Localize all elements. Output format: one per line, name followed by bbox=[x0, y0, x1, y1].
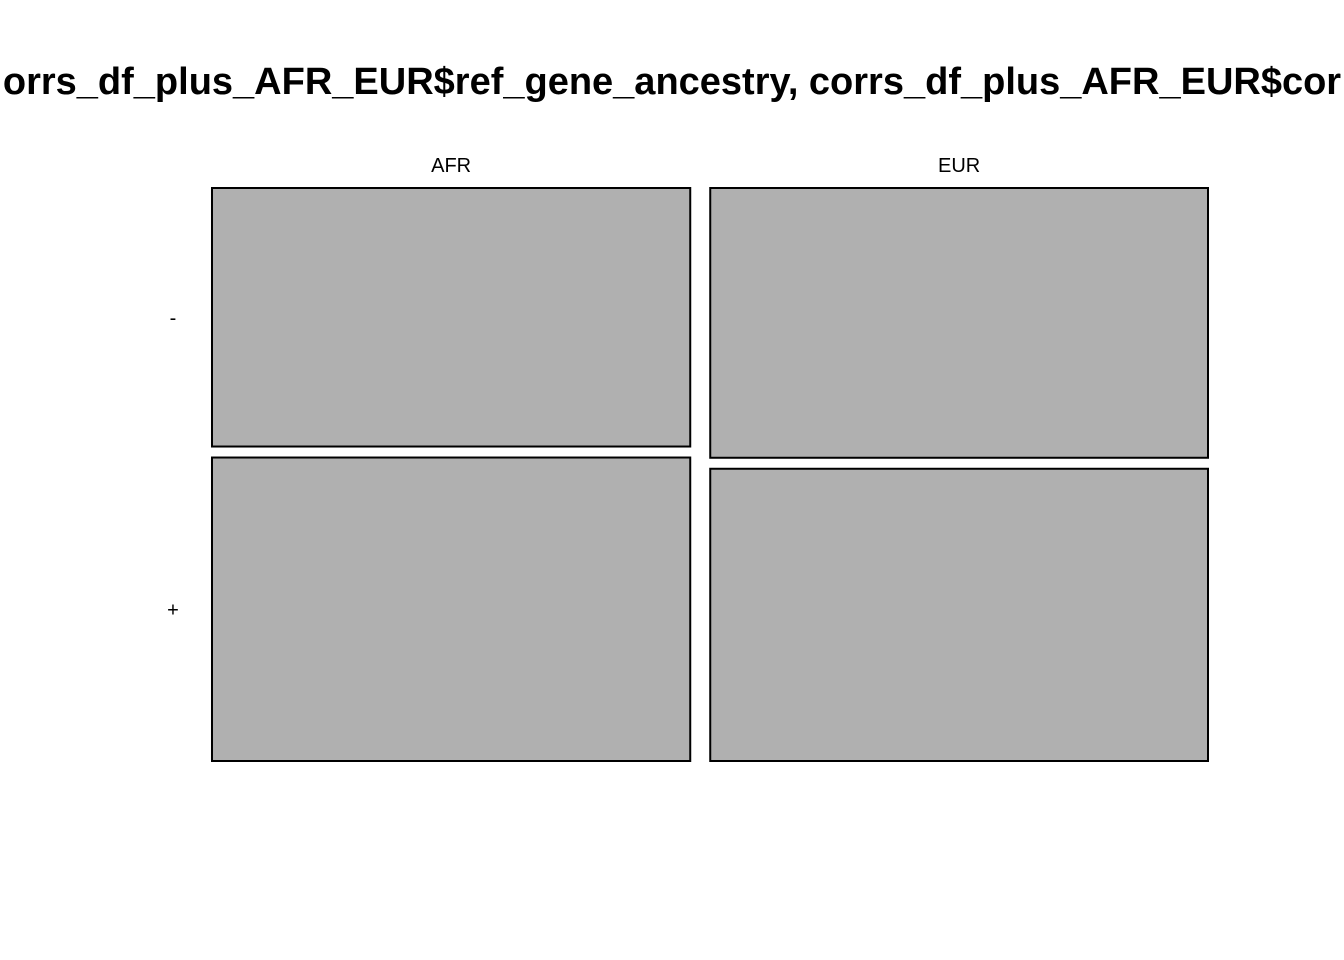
tile-afr-neg bbox=[211, 187, 692, 448]
row-labels: -+ bbox=[167, 307, 179, 621]
column-label-afr: AFR bbox=[431, 155, 471, 177]
tile-eur-pos bbox=[709, 467, 1209, 762]
chart-title: orrs_df_plus_AFR_EUR$ref_gene_ancestry, … bbox=[3, 61, 1341, 103]
column-labels: AFR EUR bbox=[431, 155, 980, 177]
mosaic-tiles bbox=[211, 187, 1209, 762]
tile-eur-neg bbox=[709, 187, 1209, 459]
row-label-pos: + bbox=[167, 599, 179, 621]
tile-afr-pos bbox=[211, 456, 692, 762]
row-label-neg: - bbox=[170, 307, 177, 329]
column-label-eur: EUR bbox=[938, 155, 980, 177]
